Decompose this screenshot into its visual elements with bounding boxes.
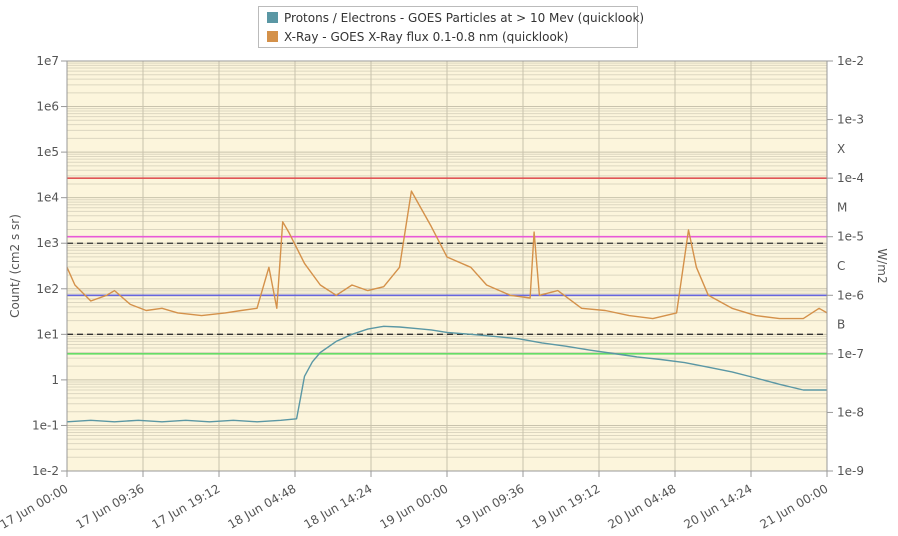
left-tick-label: 1e5	[36, 145, 59, 159]
right-tick-label: 1e-3	[837, 113, 864, 127]
x-tick-label: 21 Jun 00:00	[757, 481, 830, 531]
x-tick-label: 18 Jun 04:48	[225, 481, 298, 531]
flare-class-label: M	[837, 200, 847, 214]
legend-label-xray: X-Ray - GOES X-Ray flux 0.1-0.8 nm (quic…	[284, 30, 569, 44]
legend-swatch-xray	[267, 31, 278, 42]
threshold-lines	[67, 177, 827, 355]
x-tick-label: 17 Jun 00:00	[0, 481, 70, 531]
left-tick-label: 1e1	[36, 327, 59, 341]
x-tick-label: 19 Jun 00:00	[377, 481, 450, 531]
left-tick-label: 1e2	[36, 282, 59, 296]
x-tick-label: 19 Jun 09:36	[453, 481, 526, 531]
legend-item-protons[interactable]: Protons / Electrons - GOES Particles at …	[267, 9, 644, 27]
left-tick-label: 1e7	[36, 54, 59, 68]
right-tick-label: 1e-8	[837, 405, 864, 419]
right-axis-ticks: 1e-2 1e-3 1e-4 1e-5 1e-6 1e-7 1e-8 1e-9	[827, 54, 864, 478]
left-axis-ticks: 1e7 1e6 1e5 1e4 1e3 1e2 1e1 1 1e-1 1e-2	[32, 54, 67, 478]
left-tick-label: 1e4	[36, 191, 59, 205]
series-line-xray	[66, 190, 828, 320]
x-tick-label: 19 Jun 19:12	[529, 481, 602, 531]
x-tick-label: 17 Jun 09:36	[73, 481, 146, 531]
y-axis-left-title: Count/ (cm2 s sr)	[8, 214, 22, 318]
right-tick-label: 1e-9	[837, 464, 864, 478]
flare-class-label: C	[837, 259, 845, 273]
x-tick-label: 20 Jun 14:24	[681, 481, 754, 531]
right-tick-label: 1e-7	[837, 347, 864, 361]
left-tick-label: 1e6	[36, 100, 59, 114]
flare-class-labels: X M C B	[837, 142, 847, 332]
x-tick-label: 18 Jun 14:24	[301, 481, 374, 531]
x-tick-label: 20 Jun 04:48	[605, 481, 678, 531]
series-layer	[66, 190, 828, 423]
left-tick-label: 1e-1	[32, 418, 59, 432]
left-tick-label: 1e3	[36, 236, 59, 250]
left-tick-label: 1e-2	[32, 464, 59, 478]
left-tick-label: 1	[51, 373, 59, 387]
right-tick-label: 1e-2	[837, 54, 864, 68]
x-axis-ticks: 17 Jun 00:00 17 Jun 09:36 17 Jun 19:12 18 J…	[0, 471, 831, 532]
flare-class-label: X	[837, 142, 845, 156]
x-tick-label: 17 Jun 19:12	[149, 481, 222, 531]
right-tick-label: 1e-5	[837, 230, 864, 244]
flare-class-label: B	[837, 318, 845, 332]
legend-label-protons: Protons / Electrons - GOES Particles at …	[284, 11, 645, 25]
y-axis-right-title: W/m2	[875, 248, 889, 283]
chart-legend: Protons / Electrons - GOES Particles at …	[258, 6, 644, 48]
right-tick-label: 1e-4	[837, 171, 864, 185]
legend-swatch-protons	[267, 12, 278, 23]
legend-item-xray[interactable]: X-Ray - GOES X-Ray flux 0.1-0.8 nm (quic…	[267, 28, 568, 46]
right-tick-label: 1e-6	[837, 288, 864, 302]
series-line-protons	[66, 325, 827, 423]
